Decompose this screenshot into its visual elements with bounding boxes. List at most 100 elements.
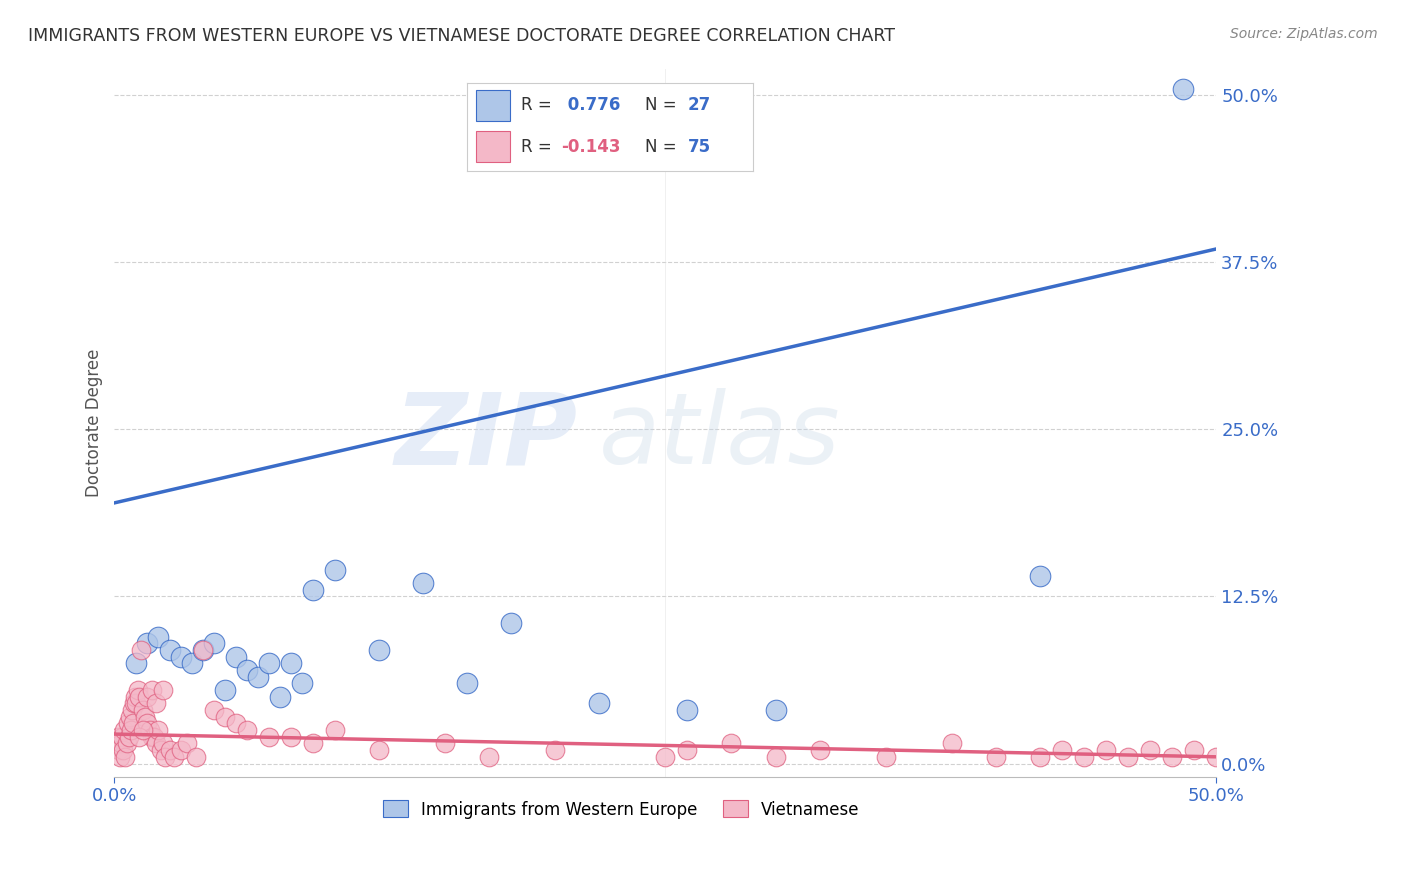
Point xyxy=(169,649,191,664)
Point xyxy=(478,749,501,764)
Point xyxy=(323,723,346,737)
Text: atlas: atlas xyxy=(599,388,841,485)
Point xyxy=(367,643,389,657)
Point xyxy=(118,710,141,724)
Point xyxy=(191,643,214,657)
Point xyxy=(117,716,139,731)
Point xyxy=(169,743,191,757)
Point xyxy=(676,703,699,717)
Point xyxy=(202,703,225,717)
Point xyxy=(1050,743,1073,757)
Point xyxy=(184,749,207,764)
Point xyxy=(108,749,131,764)
Point xyxy=(1139,743,1161,757)
Point xyxy=(280,730,302,744)
Point xyxy=(1205,749,1227,764)
Point xyxy=(120,723,142,737)
Point xyxy=(808,743,831,757)
Point xyxy=(105,736,128,750)
Point xyxy=(225,716,247,731)
Point xyxy=(257,657,280,671)
Point xyxy=(148,723,170,737)
Point xyxy=(176,736,198,750)
Point xyxy=(112,723,135,737)
Point xyxy=(501,616,523,631)
Point xyxy=(323,563,346,577)
Text: IMMIGRANTS FROM WESTERN EUROPE VS VIETNAMESE DOCTORATE DEGREE CORRELATION CHART: IMMIGRANTS FROM WESTERN EUROPE VS VIETNA… xyxy=(28,27,896,45)
Point xyxy=(136,716,159,731)
Point xyxy=(941,736,963,750)
Point xyxy=(128,730,150,744)
Point xyxy=(152,683,174,698)
Point xyxy=(235,663,257,677)
Point xyxy=(676,743,699,757)
Point xyxy=(367,743,389,757)
Point xyxy=(125,657,148,671)
Point xyxy=(118,730,141,744)
Point xyxy=(148,630,170,644)
Point xyxy=(456,676,478,690)
Point xyxy=(280,657,302,671)
Point xyxy=(544,743,567,757)
Point xyxy=(191,643,214,657)
Point xyxy=(110,736,132,750)
Point xyxy=(115,736,138,750)
Text: ZIP: ZIP xyxy=(394,388,578,485)
Point xyxy=(180,657,202,671)
Point xyxy=(122,697,145,711)
Point xyxy=(153,749,176,764)
Point xyxy=(122,716,145,731)
Point xyxy=(114,749,136,764)
Point xyxy=(145,736,167,750)
Legend: Immigrants from Western Europe, Vietnamese: Immigrants from Western Europe, Vietname… xyxy=(377,794,866,825)
Point xyxy=(112,743,135,757)
Point xyxy=(412,576,434,591)
Point xyxy=(111,730,134,744)
Point xyxy=(301,736,323,750)
Point xyxy=(1161,749,1184,764)
Point xyxy=(136,690,159,704)
Point xyxy=(143,730,166,744)
Point xyxy=(984,749,1007,764)
Point xyxy=(291,676,314,690)
Point xyxy=(152,736,174,750)
Point xyxy=(127,683,149,698)
Point xyxy=(214,683,236,698)
Point xyxy=(214,710,236,724)
Point xyxy=(765,749,787,764)
Point xyxy=(1116,749,1139,764)
Point xyxy=(654,749,676,764)
Point xyxy=(128,690,150,704)
Point xyxy=(136,636,159,650)
Point xyxy=(875,749,897,764)
Point xyxy=(235,723,257,737)
Point xyxy=(159,643,181,657)
Y-axis label: Doctorate Degree: Doctorate Degree xyxy=(86,349,103,497)
Point xyxy=(433,736,456,750)
Point xyxy=(1095,743,1118,757)
Text: Source: ZipAtlas.com: Source: ZipAtlas.com xyxy=(1230,27,1378,41)
Point xyxy=(246,670,269,684)
Point xyxy=(159,743,181,757)
Point xyxy=(225,649,247,664)
Point xyxy=(124,690,146,704)
Point xyxy=(257,730,280,744)
Point xyxy=(149,743,172,757)
Point xyxy=(141,730,163,744)
Point xyxy=(132,703,155,717)
Point xyxy=(1029,749,1052,764)
Point xyxy=(269,690,291,704)
Point xyxy=(588,697,610,711)
Point xyxy=(107,730,129,744)
Point xyxy=(1073,749,1095,764)
Point xyxy=(138,723,160,737)
Point xyxy=(121,703,143,717)
Point xyxy=(1029,569,1052,583)
Point xyxy=(129,643,152,657)
Point xyxy=(125,697,148,711)
Point xyxy=(1182,743,1205,757)
Point xyxy=(202,636,225,650)
Point xyxy=(145,697,167,711)
Point xyxy=(163,749,186,764)
Point xyxy=(141,683,163,698)
